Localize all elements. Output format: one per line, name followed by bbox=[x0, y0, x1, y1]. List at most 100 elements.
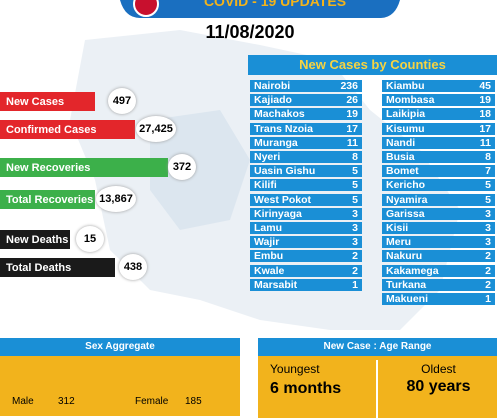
banner-title: COVID - 19 UPDATES bbox=[203, 0, 347, 9]
county-row: Kilifi 5 bbox=[250, 179, 362, 192]
county-value: 19 bbox=[346, 108, 358, 121]
county-name: Trans Nzoia bbox=[254, 122, 313, 135]
county-row: Nyeri 8 bbox=[250, 151, 362, 163]
county-row: Embu 2 bbox=[250, 250, 362, 263]
stat-bar: Total Recoveries bbox=[0, 190, 95, 209]
county-row: Nyamira 5 bbox=[382, 193, 495, 206]
county-name: Kisumu bbox=[386, 122, 425, 135]
county-value: 5 bbox=[485, 179, 491, 192]
age-title: New Case : Age Range bbox=[258, 338, 497, 356]
stat-value: 15 bbox=[76, 226, 104, 252]
county-name: Wajir bbox=[254, 236, 280, 249]
county-name: Meru bbox=[386, 236, 412, 249]
county-row: West Pokot 5 bbox=[250, 193, 362, 206]
stat-value: 497 bbox=[108, 88, 136, 114]
female-value: 185 bbox=[185, 396, 202, 407]
stat-value: 438 bbox=[119, 254, 147, 280]
county-name: Nyamira bbox=[386, 193, 428, 206]
county-value: 17 bbox=[479, 122, 491, 135]
county-value: 5 bbox=[485, 193, 491, 206]
county-name: Nakuru bbox=[386, 250, 423, 263]
county-value: 3 bbox=[485, 222, 491, 234]
county-value: 3 bbox=[485, 207, 491, 220]
county-row: Kiambu 45 bbox=[382, 80, 495, 92]
county-value: 2 bbox=[485, 250, 491, 263]
stat-value: 13,867 bbox=[96, 186, 136, 212]
county-name: Garissa bbox=[386, 207, 425, 220]
county-value: 45 bbox=[479, 80, 491, 92]
county-name: Kwale bbox=[254, 264, 285, 277]
stat-value: 27,425 bbox=[136, 116, 176, 142]
stat-bar: Confirmed Cases bbox=[0, 120, 135, 139]
county-value: 2 bbox=[352, 250, 358, 263]
county-row: Kisii 3 bbox=[382, 222, 495, 234]
county-row: Laikipia 18 bbox=[382, 108, 495, 121]
county-row: Nandi 11 bbox=[382, 136, 495, 149]
county-row: Marsabit 1 bbox=[250, 278, 362, 291]
county-row: Nairobi 236 bbox=[250, 80, 362, 92]
stat-value: 372 bbox=[168, 154, 196, 180]
county-value: 1 bbox=[485, 293, 491, 305]
county-value: 2 bbox=[485, 278, 491, 291]
youngest-label: Youngest bbox=[270, 362, 320, 376]
county-row: Garissa 3 bbox=[382, 207, 495, 220]
youngest-value: 6 months bbox=[270, 380, 342, 397]
county-name: West Pokot bbox=[254, 193, 311, 206]
stat-bar: New Recoveries bbox=[0, 158, 168, 177]
date: 11/08/2020 bbox=[205, 22, 295, 42]
county-value: 1 bbox=[352, 278, 358, 291]
county-row: Nakuru 2 bbox=[382, 250, 495, 263]
oldest-label: Oldest bbox=[421, 362, 456, 376]
county-value: 18 bbox=[479, 108, 491, 121]
county-row: Machakos 19 bbox=[250, 108, 362, 121]
sex-panel bbox=[0, 356, 240, 416]
county-value: 8 bbox=[485, 151, 491, 163]
county-row: Kisumu 17 bbox=[382, 122, 495, 135]
county-row: Kwale 2 bbox=[250, 264, 362, 277]
county-row: Kajiado 26 bbox=[250, 94, 362, 107]
counties-title: New Cases by Counties bbox=[248, 55, 497, 75]
county-name: Bomet bbox=[386, 165, 419, 178]
county-name: Kakamega bbox=[386, 264, 439, 277]
county-value: 19 bbox=[479, 94, 491, 107]
county-name: Kilifi bbox=[254, 179, 277, 192]
county-row: Bomet 7 bbox=[382, 165, 495, 178]
county-value: 2 bbox=[485, 264, 491, 277]
sex-title: Sex Aggregate bbox=[0, 338, 240, 356]
county-row: Turkana 2 bbox=[382, 278, 495, 291]
female-label: Female bbox=[135, 396, 169, 407]
county-row: Kericho 5 bbox=[382, 179, 495, 192]
county-name: Uasin Gishu bbox=[254, 165, 316, 178]
county-name: Busia bbox=[386, 151, 415, 163]
county-value: 26 bbox=[346, 94, 358, 107]
oldest-value: 80 years bbox=[406, 378, 471, 395]
county-value: 7 bbox=[485, 165, 491, 178]
male-label: Male bbox=[12, 396, 34, 407]
stat-bar: New Deaths bbox=[0, 230, 70, 249]
county-row: Mombasa 19 bbox=[382, 94, 495, 107]
stat-bar: New Cases bbox=[0, 92, 95, 111]
county-row: Lamu 3 bbox=[250, 222, 362, 234]
county-value: 11 bbox=[479, 136, 491, 149]
county-value: 236 bbox=[340, 80, 358, 92]
county-name: Kajiado bbox=[254, 94, 292, 107]
county-value: 8 bbox=[352, 151, 358, 163]
county-name: Kisii bbox=[386, 222, 409, 234]
county-name: Turkana bbox=[386, 278, 427, 291]
county-name: Kericho bbox=[386, 179, 426, 192]
county-value: 3 bbox=[485, 236, 491, 249]
county-value: 2 bbox=[352, 264, 358, 277]
county-row: Wajir 3 bbox=[250, 236, 362, 249]
county-name: Mombasa bbox=[386, 94, 435, 107]
county-row: Kirinyaga 3 bbox=[250, 207, 362, 220]
county-value: 3 bbox=[352, 207, 358, 220]
county-value: 11 bbox=[346, 136, 358, 149]
county-row: Uasin Gishu 5 bbox=[250, 165, 362, 178]
county-row: Trans Nzoia 17 bbox=[250, 122, 362, 135]
county-name: Marsabit bbox=[254, 278, 298, 291]
stat-bar: Total Deaths bbox=[0, 258, 115, 277]
county-name: Embu bbox=[254, 250, 284, 263]
county-row: Kakamega 2 bbox=[382, 264, 495, 277]
county-name: Lamu bbox=[254, 222, 283, 234]
